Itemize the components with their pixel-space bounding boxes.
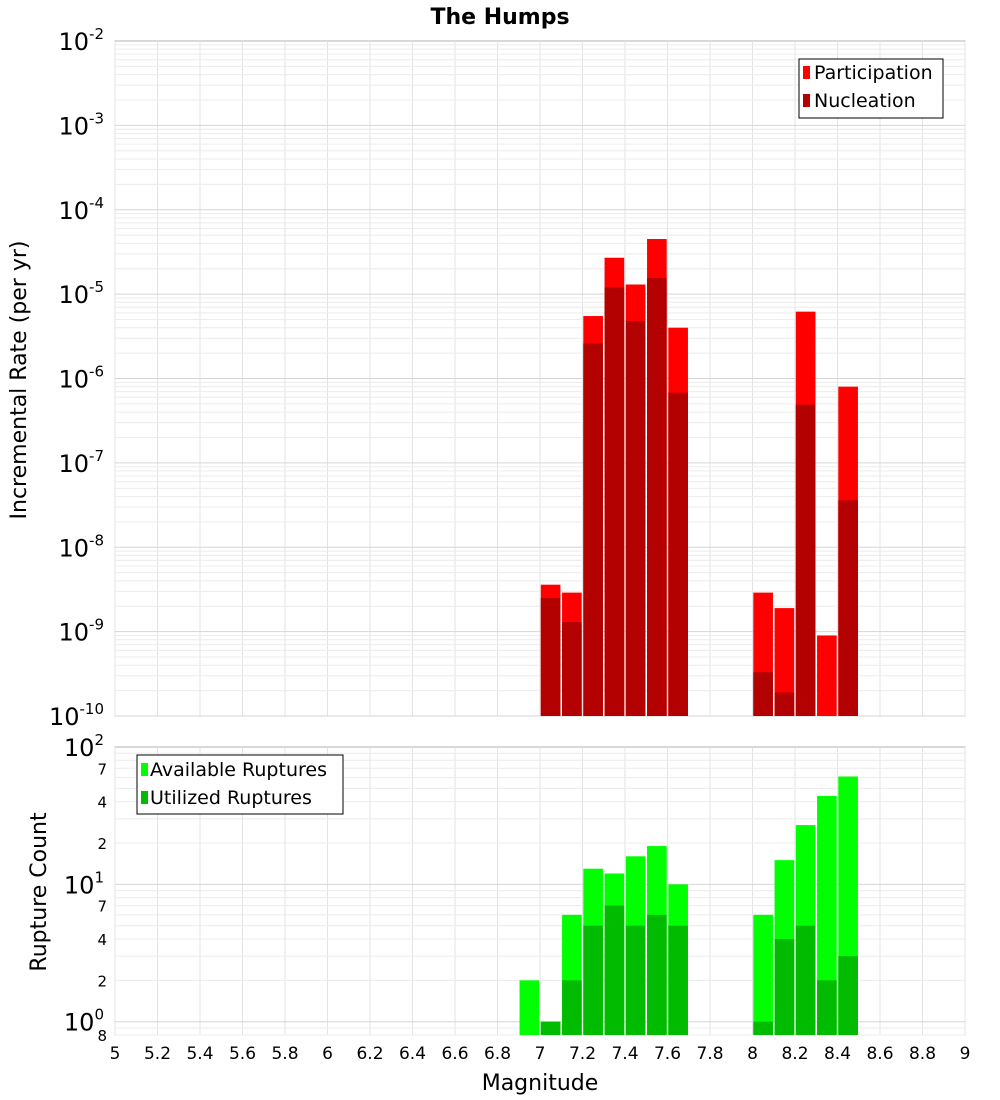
rates-y-tick-label: 10-2 xyxy=(58,25,104,56)
rates-bar-s1 xyxy=(540,598,561,716)
legend-swatch-utilized xyxy=(141,791,148,804)
x-tick-label: 7.2 xyxy=(569,1044,596,1064)
counts-legend: Available Ruptures Utilized Ruptures xyxy=(136,754,344,815)
x-tick-label: 6.8 xyxy=(484,1044,511,1064)
x-tick-label: 7.6 xyxy=(654,1044,681,1064)
x-axis-label: Magnitude xyxy=(482,1071,599,1096)
x-tick-label: 5.8 xyxy=(271,1044,298,1064)
rates-y-tick-label: 10-5 xyxy=(58,278,104,309)
counts-y-tick-label: 2 xyxy=(97,835,107,853)
counts-y-tick-label: 7 xyxy=(97,760,107,778)
counts-y-tick-label: 8 xyxy=(97,1027,107,1045)
rates-bar-s1 xyxy=(795,404,816,716)
rates-bar-s1 xyxy=(668,392,688,716)
rates-y-tick-label: 10-4 xyxy=(58,194,104,225)
rates-grid xyxy=(114,41,966,717)
counts-bar-s1 xyxy=(753,1021,773,1035)
x-tick-label: 8 xyxy=(747,1044,758,1064)
x-tick-label: 5.2 xyxy=(144,1044,171,1064)
x-tick-label: 8.4 xyxy=(824,1044,851,1064)
x-tick-labels: 5 5.2 5.4 5.6 5.8 6 6.2 6.4 6.6 6.8 7 7.2 7.4 7.6 7.8 8… xyxy=(110,1044,971,1064)
counts-y-tick-label: 4 xyxy=(97,794,107,812)
rates-y-tick-label: 10-9 xyxy=(58,616,104,647)
rates-bar-s1 xyxy=(647,278,667,716)
legend-swatch-available xyxy=(141,763,148,776)
counts-bar-s1 xyxy=(604,905,625,1035)
counts-bar-s1 xyxy=(583,925,603,1035)
legend-label-available: Available Ruptures xyxy=(150,759,327,781)
rates-y-tick-labels: 10-2 10-3 10-4 10-5 10-6 10-7 10-8 10-9 10-10 xyxy=(49,25,104,731)
rates-bar-s1 xyxy=(625,321,646,716)
rates-bar-s1 xyxy=(753,672,773,716)
rates-bar-s0 xyxy=(817,635,837,716)
counts-bar-s1 xyxy=(540,1021,561,1035)
x-tick-label: 6 xyxy=(322,1044,333,1064)
counts-y-axis-label: Rupture Count xyxy=(27,812,52,972)
counts-bar-s1 xyxy=(795,925,816,1035)
counts-y-tick-label: 100 xyxy=(64,1006,104,1037)
rates-bar-s1 xyxy=(583,343,603,716)
counts-bar-s1 xyxy=(668,925,688,1035)
legend-label-nucleation: Nucleation xyxy=(814,90,916,112)
chart-title: The Humps xyxy=(430,5,569,30)
counts-bars xyxy=(519,776,858,1035)
counts-legend-box xyxy=(136,754,344,815)
rates-bar-s1 xyxy=(604,287,625,716)
rates-y-tick-label: 10-6 xyxy=(58,363,104,394)
counts-y-tick-label: 101 xyxy=(64,868,104,899)
rates-bar-s1 xyxy=(838,500,858,716)
x-tick-label: 6.6 xyxy=(441,1044,468,1064)
counts-bar-s1 xyxy=(838,956,858,1035)
legend-swatch-nucleation xyxy=(803,94,810,107)
counts-bar-s1 xyxy=(817,980,837,1035)
legend-swatch-participation xyxy=(803,66,810,79)
counts-bar-s1 xyxy=(774,939,795,1035)
counts-y-tick-label: 7 xyxy=(97,898,107,916)
rates-legend-box xyxy=(798,58,944,119)
x-tick-label: 7.8 xyxy=(696,1044,723,1064)
rates-y-tick-label: 10-3 xyxy=(58,109,104,140)
x-tick-label: 8.2 xyxy=(781,1044,808,1064)
counts-bar-s1 xyxy=(647,914,667,1035)
rates-panel: 10-2 10-3 10-4 10-5 10-6 10-7 10-8 10-9 10-10 In… xyxy=(7,25,966,731)
x-tick-label: 7 xyxy=(535,1044,546,1064)
counts-bar-s1 xyxy=(625,925,646,1035)
counts-bar-s0 xyxy=(753,914,773,1035)
legend-label-utilized: Utilized Ruptures xyxy=(150,787,312,809)
rates-legend: Participation Nucleation xyxy=(798,58,944,119)
x-tick-label: 8.6 xyxy=(866,1044,893,1064)
rates-y-axis-label: Incremental Rate (per yr) xyxy=(7,241,32,520)
rates-bar-s1 xyxy=(774,692,795,716)
counts-y-tick-label: 4 xyxy=(97,931,107,949)
x-tick-label: 8.8 xyxy=(909,1044,936,1064)
rates-y-tick-label: 10-7 xyxy=(58,447,104,478)
rates-y-tick-label: 10-10 xyxy=(49,700,104,731)
x-tick-label: 9 xyxy=(960,1044,971,1064)
counts-y-tick-label: 2 xyxy=(97,972,107,990)
rates-y-tick-label: 10-8 xyxy=(58,531,104,562)
counts-bar-s1 xyxy=(562,980,582,1035)
x-tick-label: 5.6 xyxy=(229,1044,256,1064)
x-tick-label: 5 xyxy=(110,1044,121,1064)
rates-bars xyxy=(540,239,858,716)
counts-y-tick-label: 102 xyxy=(64,731,104,762)
x-tick-label: 6.2 xyxy=(356,1044,383,1064)
counts-bar-s0 xyxy=(519,980,540,1035)
rates-bar-s0 xyxy=(774,608,795,716)
rates-bar-s1 xyxy=(562,622,582,716)
x-tick-label: 5.4 xyxy=(186,1044,213,1064)
legend-label-participation: Participation xyxy=(814,62,933,84)
x-tick-label: 7.4 xyxy=(611,1044,638,1064)
x-tick-label: 6.4 xyxy=(399,1044,426,1064)
counts-bar-s0 xyxy=(817,795,837,1035)
